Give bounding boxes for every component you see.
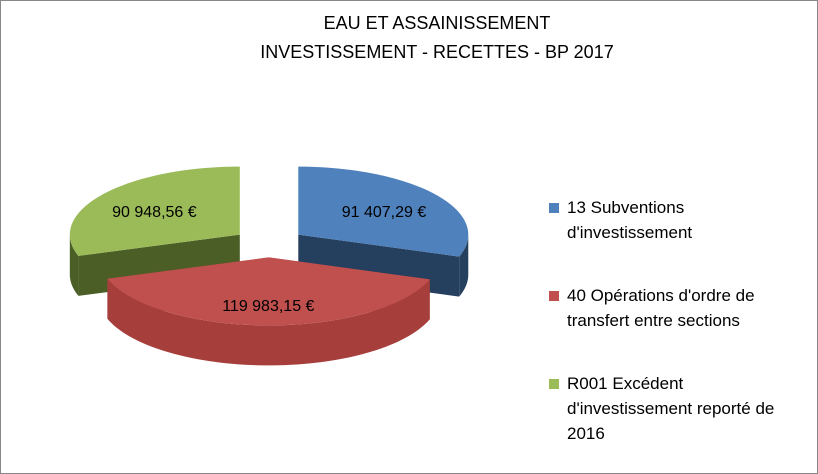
- legend-swatch: [549, 379, 559, 389]
- legend-entry: 13 Subventions d'investissement: [549, 195, 811, 245]
- legend-label: 13 Subventions d'investissement: [567, 198, 693, 242]
- legend-swatch: [549, 203, 559, 213]
- slice-wall: [69, 234, 79, 296]
- legend-label: R001 Excédent d'investissement reporté d…: [567, 374, 775, 443]
- chart-title: EAU ET ASSAINISSEMENT: [324, 13, 551, 33]
- slice-wall: [459, 234, 469, 297]
- slice: [107, 257, 430, 326]
- legend-swatch: [549, 291, 559, 301]
- slice-wall: [107, 278, 430, 366]
- legend: 13 Subventions d'investissement 40 Opérat…: [549, 195, 811, 473]
- legend-label: 40 Opérations d'ordre de transfert entre…: [567, 286, 755, 330]
- value-label: 91 407,29 €: [342, 204, 427, 221]
- chart-subtitle: INVESTISSEMENT - RECETTES - BP 2017: [260, 42, 613, 62]
- value-label: 90 948,56 €: [112, 204, 197, 221]
- slice: [69, 166, 240, 256]
- value-label: 119 983,15 €: [222, 298, 314, 315]
- slice: [298, 166, 469, 257]
- legend-entry: 40 Opérations d'ordre de transfert entre…: [549, 283, 811, 333]
- legend-entry: R001 Excédent d'investissement reporté d…: [549, 371, 811, 446]
